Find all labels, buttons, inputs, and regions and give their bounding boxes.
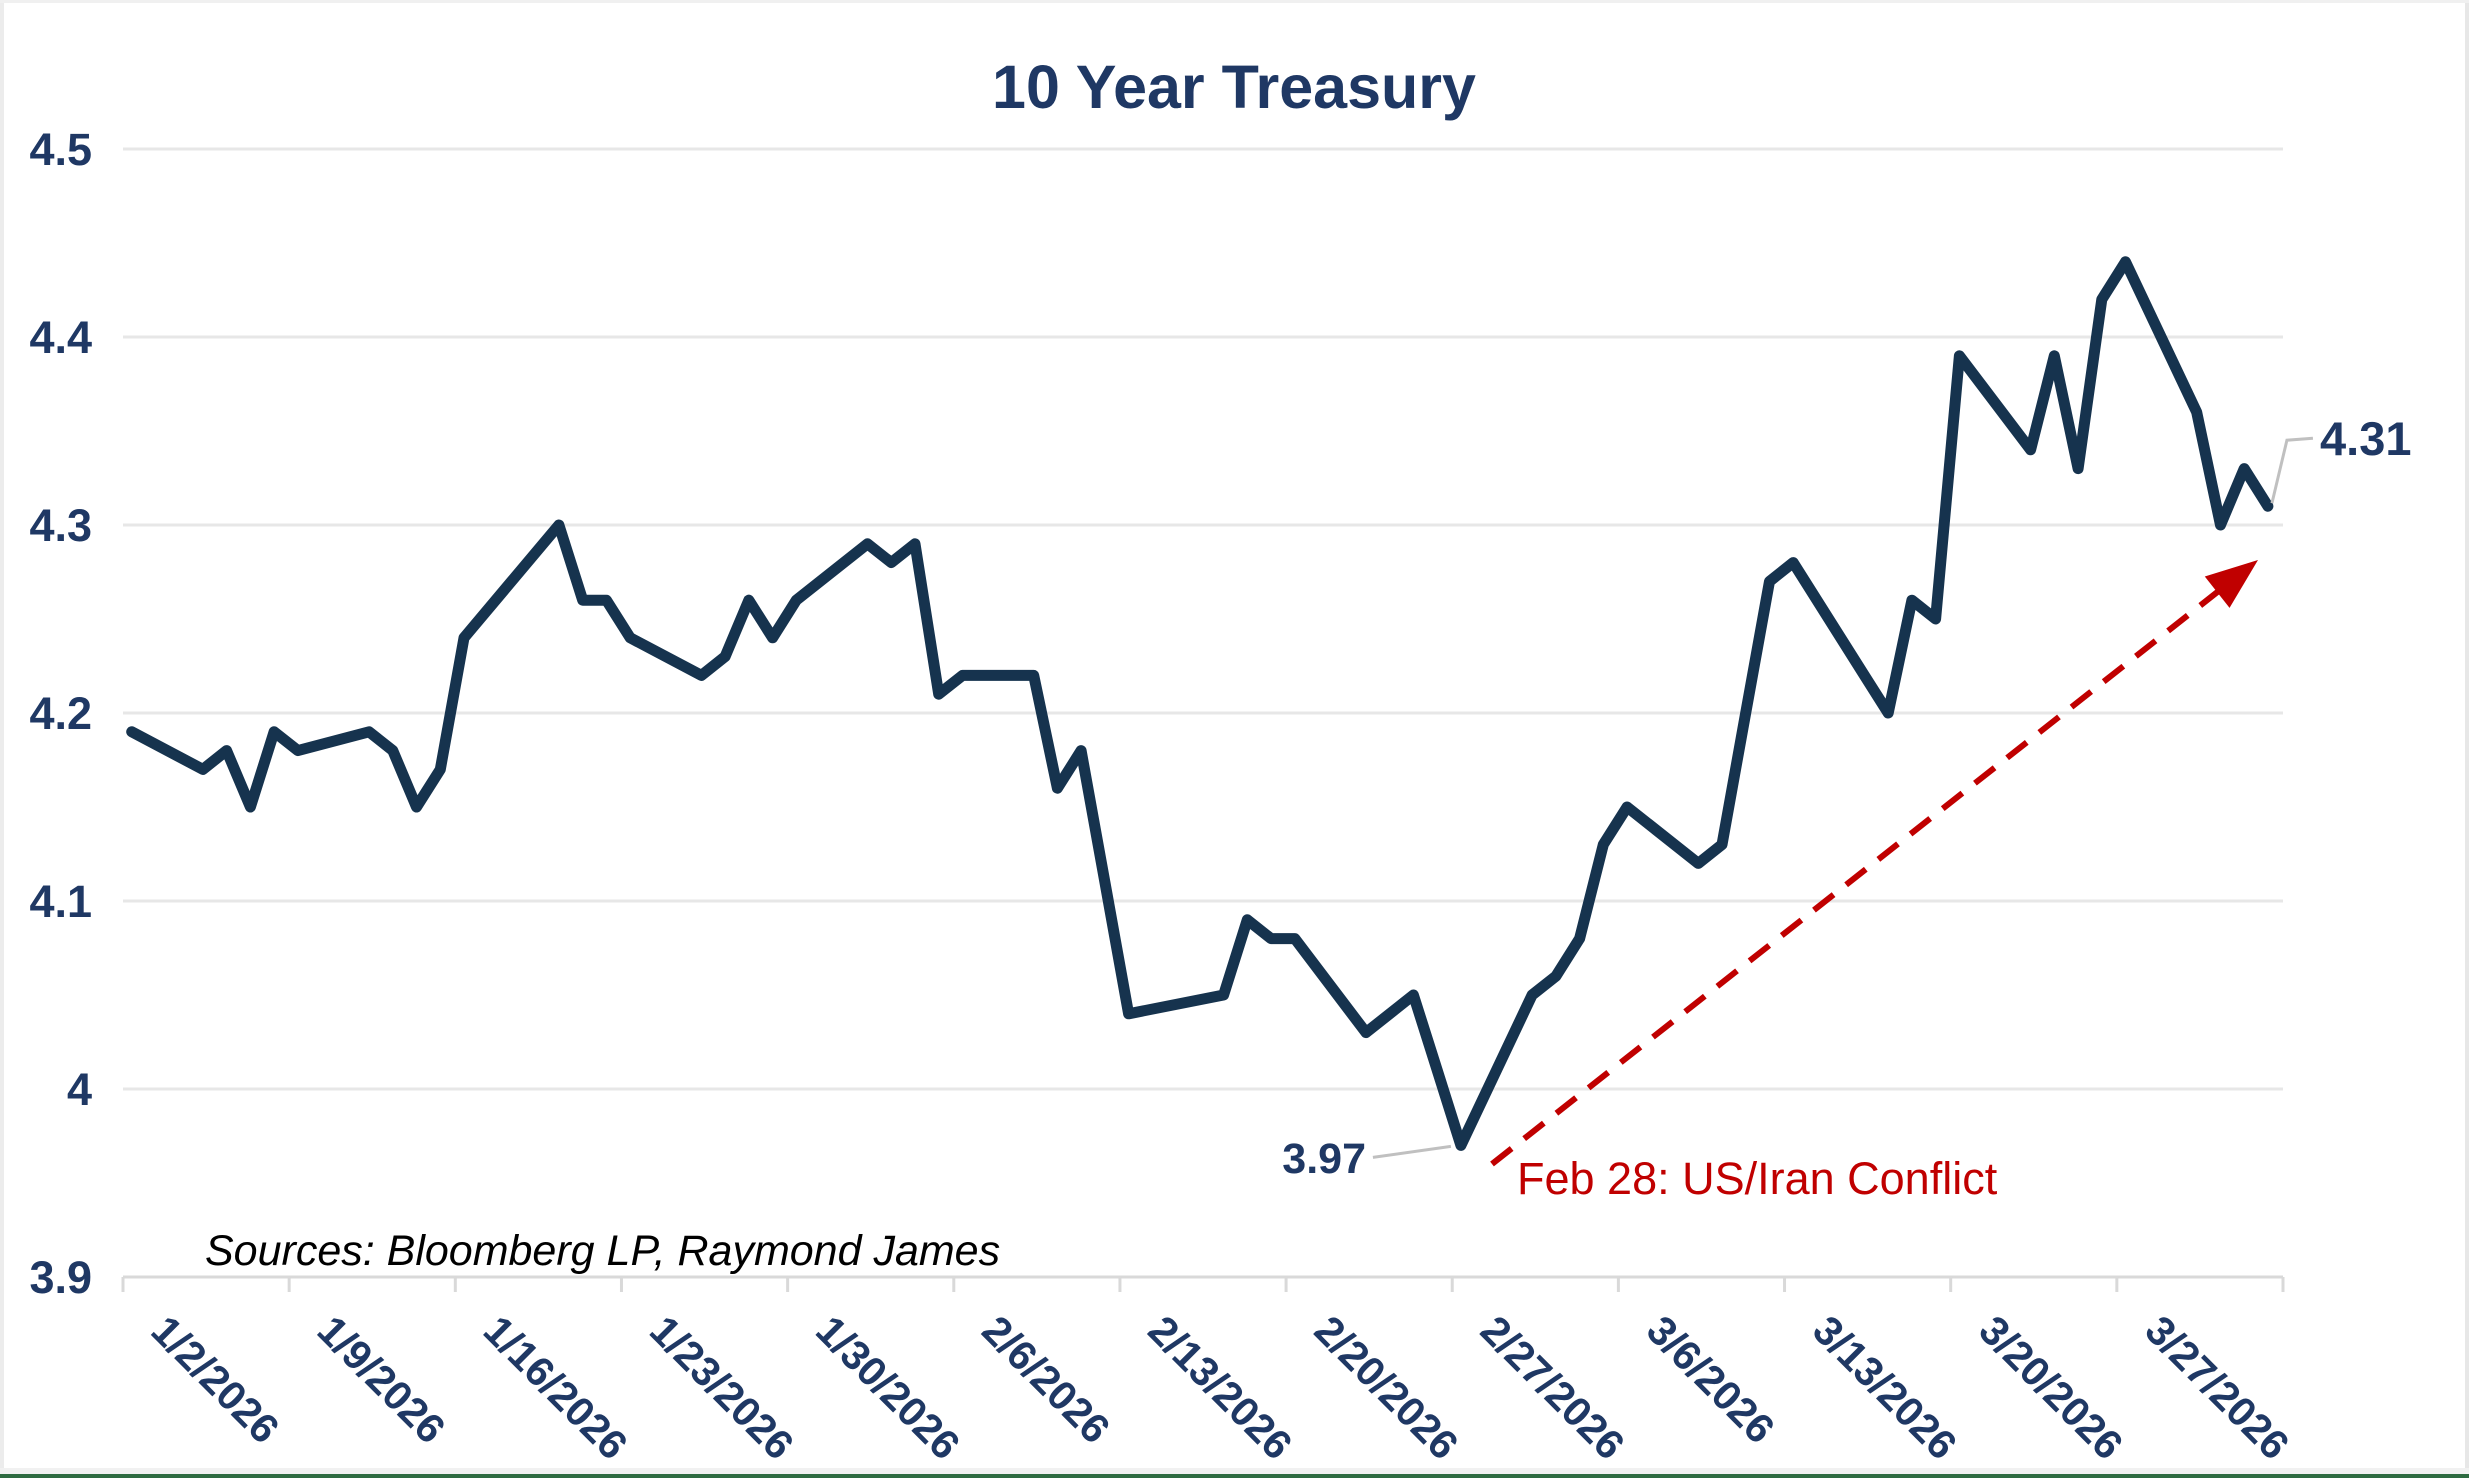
x-axis-labels-group: 1/2/2026 1/9/2026 1/16/2026 1/23/2026 1/30/2… (143, 1307, 2298, 1469)
x-axis-label: 1/16/2026 (475, 1307, 637, 1469)
annotations-group (1372, 436, 2314, 1167)
y-axis-label: 4.5 (29, 124, 92, 175)
x-axis-label: 3/27/2026 (2136, 1307, 2298, 1469)
x-axis-label: 2/27/2026 (1472, 1307, 1634, 1469)
treasury-yield-line (126, 256, 2274, 1151)
x-axis-label: 2/20/2026 (1306, 1307, 1468, 1469)
annotation-low-label: 3.97 (1282, 1135, 1366, 1183)
page-border-right (2465, 0, 2469, 1478)
sources-note: Sources: Bloomberg LP, Raymond James (205, 1227, 1000, 1275)
x-axis-group (121, 1277, 2285, 1292)
x-axis-label: 3/13/2026 (1804, 1307, 1966, 1469)
event-arrow-dashed-line (1490, 578, 2234, 1167)
annotation-event-label: Feb 28: US/Iran Conflict (1517, 1153, 1998, 1204)
annotation-end-label: 4.31 (2320, 412, 2411, 465)
y-axis-label: 4 (67, 1064, 92, 1115)
y-axis-label: 4.4 (29, 312, 92, 363)
y-axis-label: 4.2 (29, 688, 92, 739)
page-border-bottom-gray (0, 1468, 2469, 1474)
y-axis-label: 4.3 (29, 500, 92, 551)
event-arrow-head (2204, 560, 2258, 608)
page-border-top (0, 0, 2469, 3)
chart-title: 10 Year Treasury (992, 53, 1476, 121)
y-axis-label: 3.9 (29, 1252, 92, 1303)
x-axis-label: 1/2/2026 (143, 1307, 288, 1452)
page-border-bottom-green (0, 1474, 2469, 1478)
x-axis-label: 1/9/2026 (309, 1307, 454, 1452)
y-axis-labels-group: 4.5 4.4 4.3 4.2 4.1 4 3.9 (29, 124, 92, 1303)
x-axis-label: 1/23/2026 (641, 1307, 803, 1469)
x-axis-label: 3/6/2026 (1638, 1307, 1783, 1452)
gridlines-group (123, 147, 2283, 1279)
page-border-left (0, 0, 4, 1478)
x-axis-label: 2/6/2026 (973, 1307, 1118, 1452)
series-group (126, 256, 2274, 1151)
x-axis-label: 3/20/2026 (1970, 1307, 2132, 1469)
y-axis-label: 4.1 (29, 876, 92, 927)
low-label-leader-line (1372, 1144, 1452, 1159)
x-axis-label: 1/30/2026 (807, 1307, 969, 1469)
end-label-leader-line (2270, 436, 2314, 504)
x-axis-label: 2/13/2026 (1140, 1307, 1302, 1469)
